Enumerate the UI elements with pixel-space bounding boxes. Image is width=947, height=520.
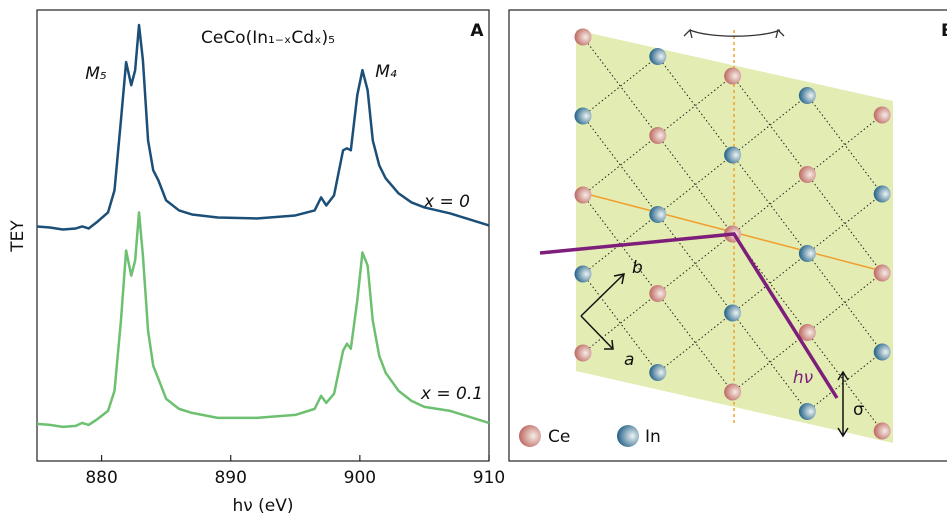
x-tick-label: 890 <box>214 468 246 488</box>
panel-a: CeCo(In₁₋ₓCdₓ)₅ A M₅ M₄ x = 0 x = 0.1 hν… <box>8 10 505 516</box>
atom <box>724 305 741 322</box>
atom <box>799 166 816 183</box>
atom <box>874 423 891 440</box>
atom <box>724 384 741 401</box>
atom <box>874 107 891 124</box>
atom <box>724 147 741 164</box>
atom <box>874 186 891 203</box>
atom <box>575 187 592 204</box>
legend-label: Ce <box>548 427 570 447</box>
legend-swatch <box>519 425 541 447</box>
atom <box>874 265 891 282</box>
x-axis-label: hν (eV) <box>232 496 293 516</box>
axis-label: a <box>624 350 634 370</box>
atom <box>649 285 666 302</box>
legend-label: In <box>645 427 661 447</box>
axis-label: b <box>632 258 643 278</box>
beam-label: hν <box>793 368 814 388</box>
atom <box>649 206 666 223</box>
legend-swatch <box>617 425 639 447</box>
chart-title: CeCo(In₁₋ₓCdₓ)₅ <box>201 28 335 48</box>
panel-b: b a hν σ Ce In B <box>509 10 947 461</box>
annotation: M₄ <box>375 62 397 82</box>
atom <box>799 87 816 104</box>
atom <box>575 345 592 362</box>
atom <box>575 266 592 283</box>
figure: CeCo(In₁₋ₓCdₓ)₅ A M₅ M₄ x = 0 x = 0.1 hν… <box>0 0 947 520</box>
atom <box>575 29 592 46</box>
spectrum-line <box>37 25 489 229</box>
atom <box>649 48 666 65</box>
x-tick-label: 900 <box>344 468 376 488</box>
atom <box>649 127 666 144</box>
atom <box>575 108 592 125</box>
x-tick-label: 880 <box>85 468 117 488</box>
annotation: M₅ <box>85 64 107 84</box>
panel-label: B <box>941 21 947 41</box>
atom <box>799 403 816 420</box>
atom <box>874 344 891 361</box>
polarization-label: σ <box>853 400 864 420</box>
atom <box>799 245 816 262</box>
x-tick-label: 910 <box>473 468 505 488</box>
panel-label: A <box>470 21 484 41</box>
rotation-arrow <box>690 30 780 36</box>
y-axis-label: TEY <box>8 220 28 253</box>
series-label: x = 0.1 <box>420 384 483 404</box>
atom <box>724 68 741 85</box>
atom <box>649 364 666 381</box>
